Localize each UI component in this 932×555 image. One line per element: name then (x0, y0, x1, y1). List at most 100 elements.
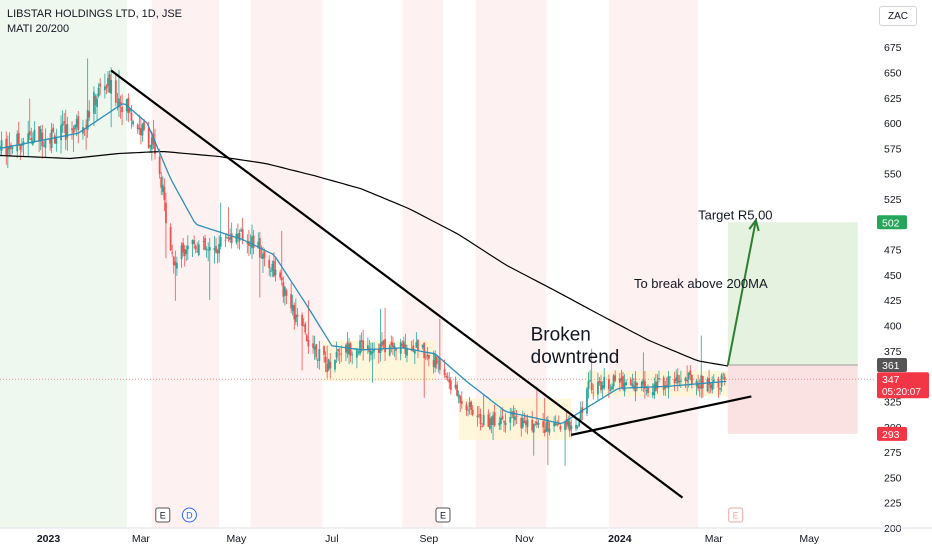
candle (493, 404, 496, 427)
candle-body (161, 184, 164, 192)
candle-body (644, 381, 646, 389)
candle (512, 405, 515, 427)
candle (197, 240, 200, 257)
candle (169, 223, 172, 251)
candle (213, 235, 216, 264)
candle (240, 227, 242, 232)
candle-body (240, 229, 242, 232)
candle-body (263, 251, 266, 258)
candle (717, 376, 720, 398)
candle-body (143, 121, 145, 130)
candle (196, 242, 199, 253)
candle-body (587, 381, 590, 389)
candle (351, 351, 354, 365)
candle-body (706, 378, 709, 392)
candle-body (149, 145, 152, 147)
x-tick-label: 2023 (37, 533, 61, 545)
candle (457, 390, 460, 404)
candle-body (63, 120, 66, 124)
candle-body (554, 423, 557, 426)
y-tick-label: 375 (884, 346, 902, 358)
candle (523, 412, 526, 424)
y-tick-label: 600 (884, 118, 902, 130)
candle-body (204, 238, 206, 250)
candle-body (532, 423, 535, 433)
event-marker-label: D (186, 511, 193, 521)
candle-body (434, 354, 437, 368)
currency-selector[interactable]: ZAC (879, 6, 917, 26)
candle-body (38, 126, 41, 142)
candle (93, 86, 95, 127)
candle-body (160, 177, 163, 188)
candle-body (449, 380, 452, 390)
candle-body (415, 342, 418, 348)
candle (575, 418, 577, 432)
candle (587, 372, 590, 399)
candle-body (114, 80, 117, 103)
candle (337, 348, 340, 362)
candle-body (249, 245, 252, 247)
x-tick-label: Jul (325, 533, 338, 545)
candle (260, 245, 263, 259)
candle-body (274, 269, 277, 276)
candle-body (49, 138, 51, 144)
candle (625, 379, 628, 386)
candle (174, 250, 177, 301)
candle (99, 78, 102, 96)
candle-body (678, 380, 681, 383)
candle-body (493, 412, 496, 426)
candle-body (186, 245, 189, 250)
candle-body (138, 127, 141, 130)
candle-body (689, 370, 692, 375)
candle-body (460, 401, 463, 404)
candle-body (597, 381, 599, 395)
candle-body (531, 419, 534, 431)
y-tick-label: 675 (884, 42, 902, 54)
candle-body (489, 418, 491, 429)
y-tick-label: 250 (884, 472, 902, 484)
candle-body (296, 314, 299, 317)
candle (612, 373, 615, 390)
candle (30, 127, 33, 145)
price-tag-bg (877, 358, 907, 373)
candle-body (360, 340, 363, 342)
candle (417, 339, 419, 358)
candle-body (294, 314, 297, 322)
candle (564, 420, 566, 466)
candle (302, 318, 305, 327)
candle-body (553, 423, 556, 427)
candle (326, 345, 329, 379)
candle-body (226, 237, 228, 238)
candle (600, 374, 602, 394)
candle (424, 352, 427, 361)
candle-body (413, 351, 416, 354)
candle-body (39, 128, 42, 141)
candle (384, 307, 386, 361)
candle (706, 376, 709, 393)
candle (504, 413, 507, 433)
candle (589, 370, 592, 383)
candle-body (97, 87, 100, 96)
candle (525, 415, 527, 433)
candle (467, 406, 469, 417)
candle (701, 375, 704, 398)
candle (576, 424, 579, 430)
candle-body (438, 358, 441, 370)
candle (129, 108, 131, 114)
candle (642, 352, 645, 392)
candle-body (329, 361, 332, 369)
candle (545, 417, 548, 432)
candle (459, 395, 462, 412)
candle (456, 381, 458, 397)
candle (611, 383, 613, 390)
candle-body (401, 343, 404, 346)
candle (465, 401, 468, 416)
candle (334, 359, 336, 373)
candle-body (647, 387, 649, 394)
candle-body (503, 420, 505, 423)
candle-body (662, 377, 665, 391)
candle-body (456, 384, 458, 396)
candle-body (326, 363, 329, 373)
